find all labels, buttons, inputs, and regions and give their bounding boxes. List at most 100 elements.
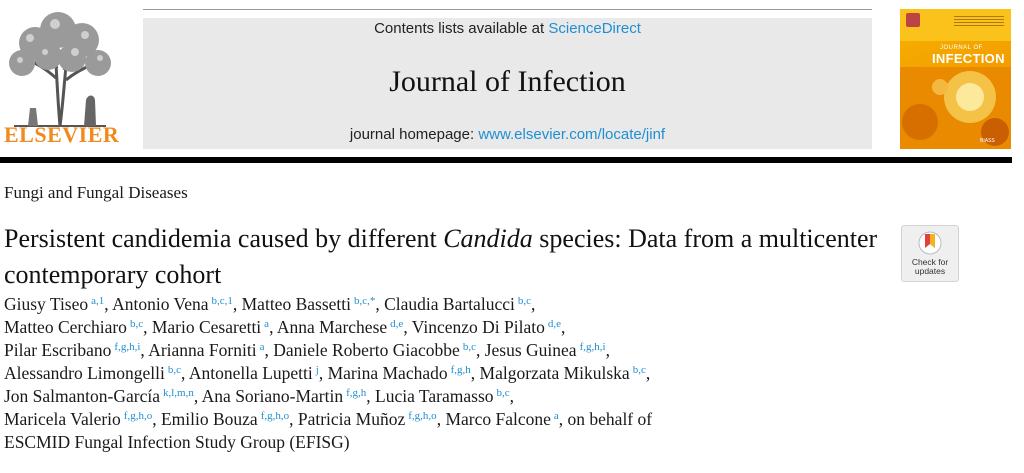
homepage-link[interactable]: www.elsevier.com/locate/jinf (478, 126, 666, 143)
author-name: Marina Machado (327, 363, 448, 383)
author-name: Anna Marchese (276, 317, 388, 337)
author[interactable]: Antonella Lupetti j (189, 363, 319, 383)
author[interactable]: Patricia Muñoz f,g,h,o (298, 409, 437, 429)
author[interactable]: Daniele Roberto Giacobbe b,c (273, 340, 476, 360)
author-name: Jesus Guinea (484, 340, 577, 360)
author[interactable]: Antonio Vena b,c,1 (112, 294, 233, 314)
author-separator: , (152, 409, 161, 429)
author[interactable]: Giusy Tiseo a,1 (4, 294, 104, 314)
contents-availability: Contents lists available at ScienceDirec… (143, 20, 872, 37)
author-affiliation[interactable]: a,1 (91, 295, 105, 307)
author[interactable]: Anna Marchese d,e (277, 317, 403, 337)
author-affiliation[interactable]: b,c,* (353, 295, 376, 307)
author-separator: , (232, 294, 242, 314)
check-updates-label: Check for updates (911, 257, 949, 276)
author-name: Pilar Escribano (4, 340, 112, 360)
author[interactable]: Alessandro Limongelli b,c (4, 363, 181, 383)
author-line: Alessandro Limongelli b,c, Antonella Lupe… (4, 362, 894, 385)
author-affiliation[interactable]: b,c,1 (211, 295, 233, 307)
author-name: Daniele Roberto Giacobbe (273, 340, 460, 360)
author-affiliation[interactable]: f,g,h,o (260, 410, 290, 422)
author-name: Matteo Bassetti (241, 294, 351, 314)
author-name: Giusy Tiseo (4, 294, 89, 314)
author-separator: , (645, 363, 651, 383)
author-separator: , (509, 386, 515, 406)
author-name: Vincenzo Di Pilato (411, 317, 545, 337)
author-separator: , (193, 386, 202, 406)
author-line: Maricela Valerio f,g,h,o, Emilio Bouza f,g… (4, 408, 894, 431)
author-separator: , (403, 317, 412, 337)
author[interactable]: Jesus Guinea f,g,h,i (485, 340, 606, 360)
article-title-part1: Persistent candidemia caused by differen… (4, 224, 444, 253)
author[interactable]: Arianna Forniti a (148, 340, 264, 360)
author-separator: , (375, 294, 385, 314)
author[interactable]: Emilio Bouza f,g,h,o (161, 409, 289, 429)
check-for-updates-button[interactable]: Check for updates (901, 225, 959, 282)
author-affiliation[interactable]: b,c (517, 295, 531, 307)
author-affiliation[interactable]: b,c (632, 364, 646, 376)
author-name: Patricia Muñoz (297, 409, 406, 429)
journal-title: Journal of Infection (389, 65, 626, 98)
journal-cover: JOURNAL OF INFECTION BIASS (900, 9, 1011, 149)
header-divider (0, 157, 1012, 163)
author[interactable]: Claudia Bartalucci b,c (384, 294, 531, 314)
author-separator: , (140, 340, 149, 360)
author-separator: , on behalf of (558, 409, 653, 429)
author-affiliation[interactable]: b,c (462, 341, 476, 353)
author-name: Maricela Valerio (4, 409, 121, 429)
cover-journal-small: JOURNAL OF (940, 45, 983, 51)
publisher-name: ELSEVIER (4, 122, 120, 147)
author-affiliation[interactable]: f,g,h (450, 364, 471, 376)
author[interactable]: Marina Machado f,g,h (328, 363, 471, 383)
author-separator: , (269, 317, 277, 337)
author[interactable]: Matteo Bassetti b,c,* (242, 294, 376, 314)
author-affiliation[interactable]: d,e (547, 318, 561, 330)
author[interactable]: ESCMID Fungal Infection Study Group (EFI… (4, 432, 350, 452)
journal-homepage: journal homepage: www.elsevier.com/locat… (143, 126, 872, 143)
author-name: Malgorzata Mikulska (479, 363, 630, 383)
author[interactable]: Ana Soriano-Martin f,g,h (202, 386, 367, 406)
author-affiliation[interactable]: f,g,h (346, 387, 367, 399)
author-affiliation[interactable]: d,e (390, 318, 404, 330)
contents-prefix: Contents lists available at (374, 20, 549, 37)
author[interactable]: Matteo Cerchiaro b,c (4, 317, 143, 337)
author-affiliation[interactable]: f,g,h,o (123, 410, 153, 422)
author-name: Antonio Vena (112, 294, 209, 314)
author-affiliation[interactable]: b,c (129, 318, 144, 330)
author[interactable]: Marco Falcone a (445, 409, 558, 429)
author[interactable]: Pilar Escribano f,g,h,i (4, 340, 140, 360)
author[interactable]: Vincenzo Di Pilato d,e (412, 317, 561, 337)
author-separator: , (475, 340, 485, 360)
journal-header-box: Contents lists available at ScienceDirec… (143, 18, 872, 149)
author-name: Jon Salmanton-García (4, 386, 160, 406)
author-name: Arianna Forniti (148, 340, 257, 360)
sciencedirect-link[interactable]: ScienceDirect (548, 20, 641, 37)
author-affiliation[interactable]: a (553, 410, 559, 422)
author-line: Pilar Escribano f,g,h,i, Arianna Forniti a… (4, 339, 894, 362)
elsevier-tree-logo (9, 12, 111, 127)
author-line: ESCMID Fungal Infection Study Group (EFI… (4, 431, 894, 454)
article-title-part2: species: Data from a multicenter contemp… (4, 224, 878, 289)
author[interactable]: Mario Cesaretti a (152, 317, 269, 337)
check-updates-icon (918, 231, 942, 255)
author-affiliation[interactable]: f,g,h,i (114, 341, 141, 353)
author[interactable]: Malgorzata Mikulska b,c (480, 363, 646, 383)
author-affiliation[interactable]: a (259, 341, 265, 353)
homepage-prefix: journal homepage: (349, 126, 479, 143)
author-affiliation[interactable]: f,g,h,o (408, 410, 437, 422)
author-affiliation[interactable]: j (315, 364, 319, 376)
author-affiliation[interactable]: f,g,h,i (579, 341, 606, 353)
author-separator: , (436, 409, 446, 429)
author[interactable]: Maricela Valerio f,g,h,o (4, 409, 152, 429)
author-affiliation[interactable]: a (264, 318, 270, 330)
author-line: Matteo Cerchiaro b,c, Mario Cesaretti a, A… (4, 316, 894, 339)
author-name: ESCMID Fungal Infection Study Group (EFI… (4, 432, 350, 452)
author-affiliation[interactable]: b,c (496, 387, 510, 399)
author-name: Alessandro Limongelli (4, 363, 165, 383)
cover-journal-big: INFECTION (932, 51, 1005, 66)
author-affiliation[interactable]: b,c (167, 364, 182, 376)
author-name: Ana Soriano-Martin (201, 386, 344, 406)
author-affiliation[interactable]: k,l,m,n (163, 387, 194, 399)
author[interactable]: Jon Salmanton-García k,l,m,n (4, 386, 194, 406)
author[interactable]: Lucia Taramasso b,c (375, 386, 510, 406)
